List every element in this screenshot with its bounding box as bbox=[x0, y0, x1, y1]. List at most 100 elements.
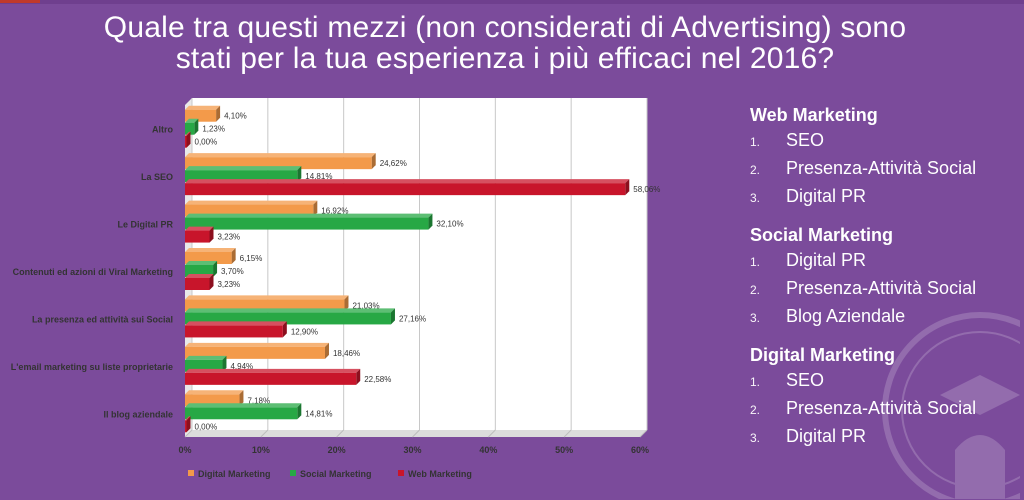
bar-side bbox=[324, 342, 329, 359]
bar bbox=[185, 407, 298, 420]
ranking-text: Presenza-Attività Social bbox=[786, 398, 977, 418]
data-label: 14,81% bbox=[305, 172, 332, 181]
bar-chart: 0% 10% 20% 30% 40% 50% 60% Altro 4,10% 1,23% 0,00%… bbox=[0, 90, 700, 500]
gridline-depth bbox=[563, 429, 572, 438]
legend-label: Social Marketing bbox=[300, 469, 372, 479]
category-label: Il blog aziendale bbox=[103, 409, 173, 419]
bar-top bbox=[185, 166, 302, 171]
bar-top bbox=[185, 368, 361, 373]
bar-side bbox=[239, 390, 244, 407]
bar-side bbox=[297, 403, 302, 420]
bar-side bbox=[194, 118, 199, 135]
bar-top bbox=[185, 248, 236, 252]
bar-side bbox=[216, 105, 221, 122]
title-line-1: Quale tra questi mezzi (non considerati … bbox=[103, 11, 907, 44]
gridline-depth bbox=[184, 429, 193, 438]
bar-side bbox=[209, 226, 214, 243]
ranking-number: 2. bbox=[750, 403, 761, 417]
data-label: 14,81% bbox=[305, 409, 332, 418]
ranking-list: 1. SEO 2. Presenza-Attività Social 3. Digit… bbox=[750, 130, 1020, 214]
ranking-group-title: Social Marketing bbox=[750, 225, 894, 245]
bar-top bbox=[185, 416, 191, 421]
data-label: 7,18% bbox=[247, 396, 270, 405]
category-label: Altro bbox=[152, 125, 173, 135]
ranking-item: 3. Digital PR bbox=[750, 426, 1020, 454]
gridline-depth bbox=[260, 429, 269, 438]
bar bbox=[185, 122, 195, 135]
data-label: 58,06% bbox=[633, 185, 660, 194]
bar bbox=[185, 278, 210, 290]
data-label: 3,23% bbox=[217, 280, 240, 289]
ranking-panel: Web Marketing 1. SEO 2. Presenza-Attività … bbox=[750, 104, 1020, 464]
data-label: 0,00% bbox=[195, 422, 218, 431]
ranking-group-web: Web Marketing 1. SEO 2. Presenza-Attività … bbox=[750, 104, 1020, 214]
legend-label: Digital Marketing bbox=[198, 469, 271, 479]
data-label: 3,70% bbox=[221, 267, 244, 276]
data-label: 0,00% bbox=[195, 138, 218, 147]
data-label: 3,23% bbox=[217, 233, 240, 242]
ranking-number: 3. bbox=[750, 191, 761, 205]
bar-side bbox=[231, 248, 236, 264]
ranking-number: 2. bbox=[750, 163, 761, 177]
bar-top bbox=[185, 321, 287, 326]
bar-top bbox=[185, 105, 221, 110]
x-tick-label: 50% bbox=[555, 445, 573, 455]
ranking-number: 1. bbox=[750, 255, 761, 269]
ranking-list: 1. Digital PR 2. Presenza-Attività Social … bbox=[750, 250, 1020, 334]
data-label: 12,90% bbox=[291, 327, 318, 336]
ranking-number: 1. bbox=[750, 135, 761, 149]
title-line-2: stati per la tua esperienza i più effica… bbox=[175, 42, 835, 75]
bar bbox=[185, 420, 187, 433]
ranking-group-social: Social Marketing 1. Digital PR 2. Presenza… bbox=[750, 224, 1020, 334]
bar-side bbox=[186, 416, 191, 433]
data-label: 4,94% bbox=[230, 362, 253, 371]
data-label: 27,16% bbox=[399, 314, 426, 323]
x-tick-label: 10% bbox=[252, 445, 270, 455]
top-border bbox=[0, 0, 1024, 4]
ranking-item: 2. Presenza-Attività Social bbox=[750, 398, 1020, 426]
ranking-group-digital: Digital Marketing 1. SEO 2. Presenza-Attiv… bbox=[750, 344, 1020, 454]
ranking-number: 2. bbox=[750, 283, 761, 297]
bar-top bbox=[185, 308, 395, 313]
bar bbox=[185, 217, 429, 230]
category-label: Le Digital PR bbox=[117, 220, 173, 230]
page-title: Quale tra questi mezzi (non considerati … bbox=[0, 12, 1010, 74]
x-tick-label: 0% bbox=[178, 445, 191, 455]
bar-top bbox=[185, 118, 199, 123]
ranking-number: 3. bbox=[750, 431, 761, 445]
x-tick-label: 30% bbox=[403, 445, 421, 455]
bar-side bbox=[282, 321, 287, 338]
ranking-text: Digital PR bbox=[786, 250, 867, 270]
bar-side bbox=[371, 153, 376, 170]
bar-side bbox=[209, 274, 214, 290]
ranking-text: SEO bbox=[786, 130, 825, 150]
bar-side bbox=[390, 308, 395, 325]
ranking-number: 3. bbox=[750, 311, 761, 325]
legend-label: Web Marketing bbox=[408, 469, 472, 479]
ranking-text: SEO bbox=[786, 370, 825, 390]
bar bbox=[185, 230, 210, 243]
bar bbox=[185, 135, 187, 148]
ranking-item: 1. SEO bbox=[750, 370, 1020, 398]
bar-top bbox=[185, 226, 214, 231]
bar bbox=[185, 183, 626, 196]
bar-side bbox=[186, 131, 191, 148]
ranking-text: Blog Aziendale bbox=[786, 306, 906, 326]
x-tick-label: 20% bbox=[328, 445, 346, 455]
bar-top bbox=[185, 295, 349, 300]
bar-top bbox=[185, 342, 329, 347]
ranking-item: 2. Presenza-Attività Social bbox=[750, 158, 1020, 186]
bar-top bbox=[185, 403, 302, 408]
top-accent bbox=[0, 0, 40, 3]
legend-swatch bbox=[188, 470, 194, 476]
gridline-depth bbox=[336, 429, 345, 438]
ranking-text: Digital PR bbox=[786, 186, 867, 206]
ranking-item: 1. Digital PR bbox=[750, 250, 1020, 278]
bar bbox=[185, 170, 298, 183]
data-label: 6,15% bbox=[240, 254, 263, 263]
data-label: 22,58% bbox=[364, 375, 391, 384]
ranking-text: Digital PR bbox=[786, 426, 867, 446]
gridline-depth bbox=[639, 429, 648, 438]
chart-svg: 0% 10% 20% 30% 40% 50% 60% Altro 4,10% 1,23% 0,00%… bbox=[11, 98, 660, 479]
ranking-list: 1. SEO 2. Presenza-Attività Social 3. Digit… bbox=[750, 370, 1020, 454]
